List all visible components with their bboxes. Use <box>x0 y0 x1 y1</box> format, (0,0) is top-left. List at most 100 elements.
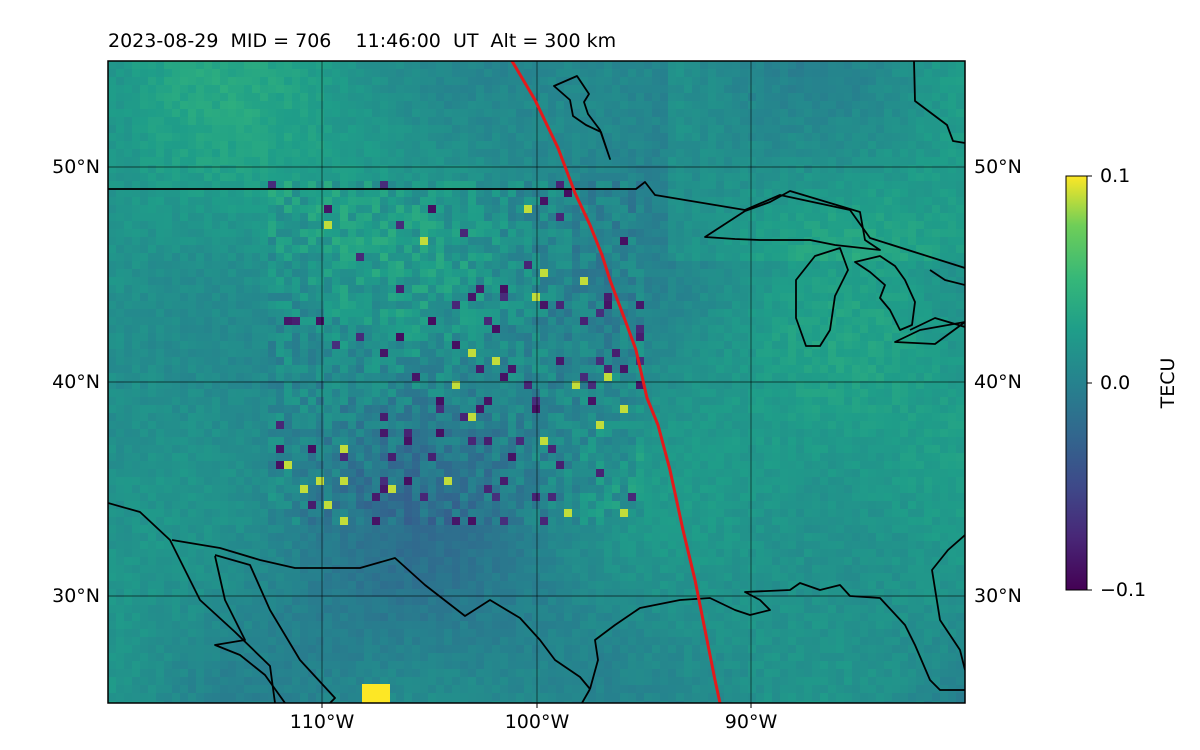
tec-pixel <box>260 197 269 206</box>
tec-pixel <box>820 133 829 142</box>
tec-pixel <box>524 237 533 246</box>
tec-pixel <box>340 61 349 70</box>
tec-pixel <box>228 61 237 70</box>
tec-pixel <box>124 293 133 302</box>
tec-pixel <box>492 133 501 142</box>
tec-pixel <box>324 109 333 118</box>
tec-pixel <box>692 301 701 310</box>
tec-pixel <box>900 253 909 262</box>
tec-pixel <box>588 165 597 174</box>
tec-pixel <box>388 165 397 174</box>
tec-pixel <box>444 181 453 190</box>
tec-pixel <box>724 165 733 174</box>
tec-pixel <box>572 349 581 358</box>
tec-pixel <box>828 205 837 214</box>
tec-pixel <box>244 285 253 294</box>
tec-pixel <box>884 389 893 398</box>
tec-pixel <box>180 413 189 422</box>
tec-pixel <box>332 245 341 254</box>
tec-pixel <box>940 389 949 398</box>
tec-pixel <box>740 141 749 150</box>
tec-pixel <box>948 141 957 150</box>
tec-pixel <box>356 293 365 302</box>
tec-pixel <box>508 109 517 118</box>
tec-pixel <box>396 413 405 422</box>
tec-pixel <box>548 285 557 294</box>
tec-pixel <box>196 381 205 390</box>
tec-pixel <box>700 349 709 358</box>
tec-pixel <box>828 173 837 182</box>
tec-pixel <box>908 189 917 198</box>
tec-pixel <box>164 269 173 278</box>
tec-pixel <box>548 381 557 390</box>
tec-pixel <box>156 173 165 182</box>
tec-pixel <box>588 261 597 270</box>
tec-pixel <box>380 357 389 366</box>
tec-pixel <box>868 205 877 214</box>
tec-pixel <box>340 373 349 382</box>
tec-pixel <box>108 69 117 78</box>
tec-pixel <box>348 405 357 414</box>
tec-pixel <box>532 269 541 278</box>
tec-pixel <box>788 325 797 334</box>
tec-pixel <box>236 421 245 430</box>
tec-pixel <box>348 357 357 366</box>
tec-pixel <box>516 165 525 174</box>
tec-pixel <box>820 101 829 110</box>
tec-pixel <box>852 405 861 414</box>
tec-pixel <box>804 373 813 382</box>
tec-pixel <box>556 261 565 270</box>
tec-pixel <box>676 333 685 342</box>
tec-pixel <box>188 285 197 294</box>
tec-pixel <box>820 397 829 406</box>
tec-pixel <box>460 261 469 270</box>
tec-pixel <box>204 189 213 198</box>
tec-pixel <box>884 413 893 422</box>
tec-pixel <box>172 301 181 310</box>
tec-pixel <box>172 261 181 270</box>
tec-pixel <box>452 333 461 342</box>
tec-pixel <box>820 373 829 382</box>
tec-pixel <box>796 341 805 350</box>
tec-pixel <box>796 357 805 366</box>
tec-pixel <box>276 157 285 166</box>
tec-pixel <box>932 349 941 358</box>
tec-pixel <box>308 365 317 374</box>
tec-pixel <box>932 373 941 382</box>
tec-pixel <box>220 333 229 342</box>
tec-pixel <box>804 229 813 238</box>
tec-pixel <box>292 69 301 78</box>
tec-pixel <box>892 181 901 190</box>
tec-pixel <box>108 85 117 94</box>
tec-pixel <box>812 149 821 158</box>
tec-pixel <box>124 141 133 150</box>
tec-pixel <box>188 429 197 438</box>
tec-pixel <box>460 125 469 134</box>
tec-pixel <box>684 173 693 182</box>
tec-pixel <box>364 341 373 350</box>
tec-pixel <box>180 181 189 190</box>
tec-pixel <box>804 285 813 294</box>
tec-pixel <box>692 325 701 334</box>
tec-pixel <box>324 189 333 198</box>
tec-pixel <box>900 325 909 334</box>
tec-pixel <box>420 261 429 270</box>
tec-pixel <box>884 189 893 198</box>
tec-pixel <box>196 365 205 374</box>
tec-pixel <box>260 389 269 398</box>
tec-pixel <box>540 221 549 230</box>
tec-pixel <box>140 93 149 102</box>
tec-pixel <box>924 109 933 118</box>
tec-pixel <box>772 325 781 334</box>
tec-pixel <box>212 365 221 374</box>
tec-pixel <box>796 285 805 294</box>
tec-pixel <box>884 69 893 78</box>
tec-pixel <box>380 285 389 294</box>
tec-pixel <box>388 149 397 158</box>
tec-pixel <box>164 309 173 318</box>
tec-pixel <box>188 405 197 414</box>
tec-pixel <box>324 181 333 190</box>
tec-pixel <box>308 341 317 350</box>
tec-pixel <box>148 397 157 406</box>
tec-pixel <box>396 69 405 78</box>
